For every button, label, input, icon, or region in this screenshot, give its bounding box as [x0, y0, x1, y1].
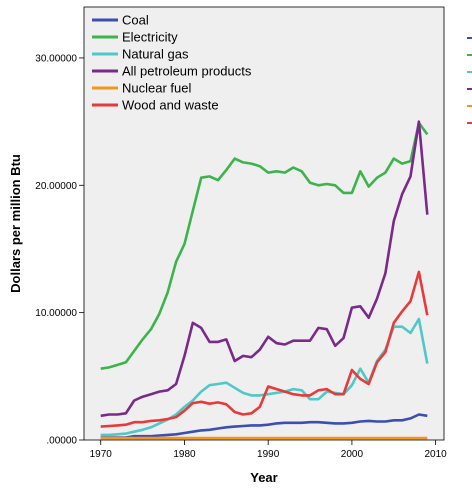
x-tick-label: 2000 — [341, 449, 364, 460]
y-tick-label: 30.00000 — [35, 53, 77, 64]
clipped-legend-stub — [467, 37, 472, 124]
x-axis-title: Year — [250, 470, 277, 485]
legend-label-all-petroleum-products: All petroleum products — [122, 64, 252, 79]
x-tick-label: 1970 — [90, 449, 113, 460]
x-tick-label: 2010 — [425, 449, 448, 460]
legend-label-wood-and-waste: Wood and waste — [122, 98, 219, 113]
series-line-electricity — [100, 121, 429, 370]
legend-label-coal: Coal — [122, 13, 149, 28]
series-line-wood-and-waste — [100, 270, 429, 428]
legend-label-natural-gas: Natural gas — [122, 47, 189, 62]
plot-area — [83, 6, 445, 441]
y-tick-label: 10.00000 — [35, 308, 77, 319]
series-layer — [100, 120, 429, 440]
x-tick-label: 1990 — [257, 449, 280, 460]
axis-ticks: 1970 1980 1990 2000 2010 .00000 10.00000 20.000… — [35, 53, 447, 460]
x-tick-label: 1980 — [173, 449, 196, 460]
y-tick-label: .00000 — [46, 436, 77, 447]
series-line-all-petroleum-products — [100, 120, 429, 418]
y-axis-title-group: Dollars per million Btu — [8, 154, 23, 293]
legend: Coal Electricity Natural gas All petroleum … — [92, 13, 252, 113]
legend-label-nuclear-fuel: Nuclear fuel — [122, 81, 191, 96]
y-axis-title: Dollars per million Btu — [8, 154, 23, 293]
legend-label-electricity: Electricity — [122, 30, 178, 45]
series-line-coal — [100, 413, 428, 439]
y-tick-label: 20.00000 — [35, 181, 77, 192]
